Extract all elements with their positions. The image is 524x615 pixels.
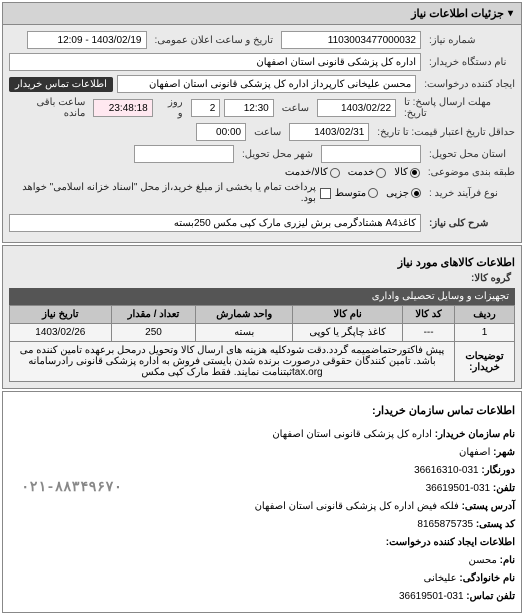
req-number-field: 1103003477000032 bbox=[281, 31, 421, 49]
cell-code: --- bbox=[403, 324, 455, 342]
postal-value: 8165875735 bbox=[417, 519, 473, 530]
days-label: روز و bbox=[157, 97, 187, 119]
col-qty: تعداد / مقدار bbox=[111, 306, 196, 324]
cell-date: 1403/02/26 bbox=[10, 324, 112, 342]
requester-label: ایجاد کننده درخواست: bbox=[420, 79, 515, 90]
contact-link[interactable]: اطلاعات تماس خریدار bbox=[9, 77, 113, 92]
address-value: فلکه فیض اداره کل پزشکی قانونی استان اصف… bbox=[255, 501, 459, 512]
col-code: کد کالا bbox=[403, 306, 455, 324]
goods-body: اطلاعات کالاهای مورد نیاز گروه کالا: تجه… bbox=[3, 246, 521, 388]
contact-phone-label: تلفن تماس: bbox=[466, 591, 515, 602]
details-panel: ▾ جزئیات اطلاعات نیاز شماره نیاز: 110300… bbox=[2, 2, 522, 243]
masked-phone: ۰۲۱-۸۸۳۴۹۶۷۰ bbox=[19, 476, 124, 501]
category-label: طبقه بندی موضوعی: bbox=[424, 167, 515, 178]
col-row: ردیف bbox=[455, 306, 515, 324]
time-remain-label: ساعت باقی مانده bbox=[9, 97, 89, 119]
contact-phone-value: 031-36619501 bbox=[399, 591, 464, 602]
table-row: 1 --- کاغذ چاپگر یا کوپی بسته 250 1403/0… bbox=[10, 324, 515, 342]
collapse-icon: ▾ bbox=[508, 8, 513, 19]
group-label: گروه کالا: bbox=[467, 273, 515, 284]
radio-medium[interactable]: متوسط bbox=[335, 188, 378, 199]
family-value: علیخانی bbox=[424, 573, 457, 584]
validity-time-label: ساعت bbox=[250, 127, 285, 138]
mask-digits: ۰۲۱-۸۸۳۴۹۶۷۰ bbox=[19, 476, 124, 501]
org-name: اداره کل پزشکی قانونی استان اصفهان bbox=[272, 429, 432, 440]
deadline-date: 1403/02/22 bbox=[317, 99, 396, 117]
req-number-label: شماره نیاز: bbox=[425, 35, 515, 46]
delivery-province bbox=[321, 145, 421, 163]
col-name: نام کالا bbox=[293, 306, 403, 324]
city-line: شهر: اصفهان bbox=[9, 444, 515, 462]
buyer-org-field: اداره کل پزشکی قانونی استان اصفهان bbox=[9, 53, 421, 71]
goods-table: ردیف کد کالا نام کالا واحد شمارش تعداد /… bbox=[9, 305, 515, 382]
radio-all[interactable]: کالا bbox=[394, 167, 420, 178]
delivery-city-label: شهر محل تحویل: bbox=[238, 149, 317, 160]
postal-label: کد پستی: bbox=[476, 519, 515, 530]
validity-time: 00:00 bbox=[196, 123, 246, 141]
fax-label: دورنگار: bbox=[481, 465, 515, 476]
phone-value: 031-36619501 bbox=[426, 483, 491, 494]
fax-value: 031-36616310 bbox=[414, 465, 479, 476]
treasury-note: پرداخت تمام یا بخشی از مبلغ خرید،از محل … bbox=[9, 182, 316, 204]
org-line: نام سازمان خریدار: اداره کل پزشکی قانونی… bbox=[9, 426, 515, 444]
name-line: نام: محسن bbox=[9, 552, 515, 570]
details-title: جزئیات اطلاعات نیاز bbox=[411, 7, 504, 20]
radio-both[interactable]: کالا/خدمت bbox=[285, 167, 340, 178]
validity-date: 1403/02/31 bbox=[289, 123, 369, 141]
phone-line: تلفن: 031-36619501 ۰۲۱-۸۸۳۴۹۶۷۰ bbox=[9, 480, 515, 498]
delivery-city bbox=[134, 145, 234, 163]
postal-line: کد پستی: 8165875735 bbox=[9, 516, 515, 534]
process-radios: جزیی متوسط bbox=[335, 188, 421, 199]
name-value: محسن bbox=[469, 555, 497, 566]
col-date: تاریخ نیاز bbox=[10, 306, 112, 324]
family-line: نام خانوادگی: علیخانی bbox=[9, 570, 515, 588]
deadline-time-label: ساعت bbox=[278, 103, 313, 114]
desc-text: پیش فاکتورحتماضمیمه گردد.دقت شودکلیه هزی… bbox=[10, 342, 455, 382]
category-radios: کالا خدمت کالا/خدمت bbox=[285, 167, 420, 178]
col-unit: واحد شمارش bbox=[196, 306, 293, 324]
delivery-province-label: استان محل تحویل: bbox=[425, 149, 515, 160]
deadline-time: 12:30 bbox=[224, 99, 273, 117]
contact-title: اطلاعات تماس سازمان خریدار: bbox=[9, 398, 515, 426]
contact-phone-line: تلفن تماس: 031-36619501 bbox=[9, 588, 515, 606]
cell-name: کاغذ چاپگر یا کوپی bbox=[293, 324, 403, 342]
buyer-org-label: نام دستگاه خریدار: bbox=[425, 57, 515, 68]
org-name-label: نام سازمان خریدار: bbox=[435, 429, 515, 440]
radio-minor[interactable]: جزیی bbox=[386, 188, 421, 199]
details-header[interactable]: ▾ جزئیات اطلاعات نیاز bbox=[3, 3, 521, 25]
main-desc-field: کاغذA4 هشتادگرمی برش لیزری مارک کپی مکس … bbox=[9, 214, 421, 232]
address-label: آدرس پستی: bbox=[462, 501, 515, 512]
goods-panel: اطلاعات کالاهای مورد نیاز گروه کالا: تجه… bbox=[2, 245, 522, 389]
requester-field: محسن علیخانی کارپرداز اداره کل پزشکی قان… bbox=[117, 75, 416, 93]
deadline-label: مهلت ارسال پاسخ: تا تاریخ: bbox=[400, 97, 515, 119]
table-header-row: ردیف کد کالا نام کالا واحد شمارش تعداد /… bbox=[10, 306, 515, 324]
main-desc-label: شرح کلی نیاز: bbox=[425, 218, 515, 229]
details-body: شماره نیاز: 1103003477000032 تاریخ و ساع… bbox=[3, 25, 521, 242]
family-label: نام خانوادگی: bbox=[459, 573, 515, 584]
cell-idx: 1 bbox=[455, 324, 515, 342]
treasury-checkbox[interactable] bbox=[320, 188, 331, 199]
desc-label: توضیحات خریدار: bbox=[455, 342, 515, 382]
goods-title: اطلاعات کالاهای مورد نیاز bbox=[9, 252, 515, 273]
desc-row: توضیحات خریدار: پیش فاکتورحتماضمیمه گردد… bbox=[10, 342, 515, 382]
time-remain: 23:48:18 bbox=[93, 99, 152, 117]
validity-label: حداقل تاریخ اعتبار قیمت: تا تاریخ: bbox=[373, 127, 515, 138]
phone-label: تلفن: bbox=[493, 483, 515, 494]
city-label: شهر: bbox=[493, 447, 515, 458]
contact-panel: اطلاعات تماس سازمان خریدار: نام سازمان خ… bbox=[2, 391, 522, 613]
announce-field: 1403/02/19 - 12:09 bbox=[27, 31, 147, 49]
radio-service[interactable]: خدمت bbox=[348, 167, 387, 178]
group-bar: تجهیزات و وسایل تحصیلی واداری bbox=[9, 288, 515, 305]
contact-body: اطلاعات تماس سازمان خریدار: نام سازمان خ… bbox=[3, 392, 521, 612]
city-value: اصفهان bbox=[459, 447, 490, 458]
name-label: نام: bbox=[500, 555, 515, 566]
creator-line: اطلاعات ایجاد کننده درخواست: bbox=[9, 534, 515, 552]
days-remain: 2 bbox=[191, 99, 221, 117]
cell-unit: بسته bbox=[196, 324, 293, 342]
process-type-label: نوع فرآیند خرید : bbox=[425, 188, 515, 199]
cell-qty: 250 bbox=[111, 324, 196, 342]
announce-label: تاریخ و ساعت اعلان عمومی: bbox=[151, 35, 278, 46]
creator-label: اطلاعات ایجاد کننده درخواست: bbox=[386, 537, 515, 548]
